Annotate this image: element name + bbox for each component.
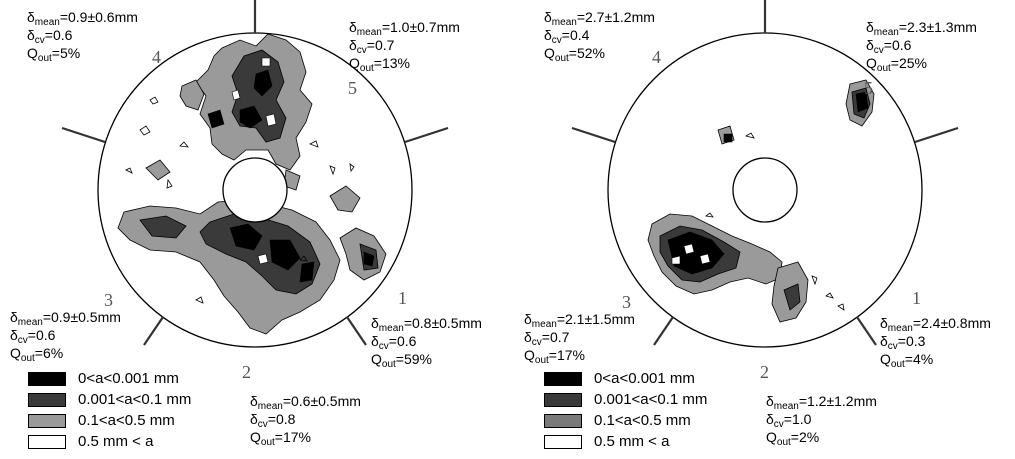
left-sector-number-2: 2: [242, 362, 251, 382]
right-annotation-sector-4: δmean=2.7±1.2mm δcv=0.4 Qout=52%: [544, 9, 655, 64]
right-sector-divider: [914, 126, 959, 144]
right-contour-black: [667, 91, 869, 275]
legend-swatch: [28, 435, 66, 449]
right-annotation-sector-2: δmean=1.2±1.2mm δcv=1.0 Qout=2%: [766, 393, 877, 448]
legend-swatch: [544, 414, 582, 428]
legend-swatch: [544, 393, 582, 407]
left-disk: [61, 0, 449, 348]
legend-swatch: [28, 414, 66, 428]
legend-swatch: [544, 435, 582, 449]
legend-label: 0.001<a<0.1 mm: [594, 391, 708, 408]
right-speckles: [704, 132, 845, 311]
right-sector-number-5: 5: [864, 78, 873, 98]
legend-label: 0.001<a<0.1 mm: [78, 391, 192, 408]
legend-label: 0<a<0.001 mm: [594, 370, 695, 387]
right-sector-divider: [571, 126, 616, 144]
right-sector-number-2: 2: [760, 362, 769, 382]
right-disk: [571, 0, 959, 348]
right-sector-divider: [653, 316, 674, 346]
left-sector-divider: [404, 126, 449, 144]
left-annotation-sector-1: δmean=0.8±0.5mm δcv=0.6 Qout=59%: [371, 315, 482, 370]
legend-label: 0.1<a<0.5 mm: [594, 412, 691, 429]
left-sector-number-3: 3: [104, 290, 113, 310]
legend-label: 0.5 mm < a: [594, 433, 670, 450]
left-sector-divider: [143, 316, 164, 346]
left-sector-divider: [346, 316, 367, 346]
left-contour-holes: [231, 57, 277, 265]
left-sector-number-5: 5: [348, 78, 357, 98]
left-annotation-sector-4: δmean=0.9±0.6mm δcv=0.6 Qout=5%: [27, 9, 138, 64]
legend-swatch: [28, 372, 66, 386]
right-sector-number-3: 3: [622, 292, 631, 312]
left-annotation-sector-2: δmean=0.6±0.5mm δcv=0.8 Qout=17%: [250, 393, 361, 448]
left-contour-black: [207, 69, 375, 283]
right-sector-number-4: 4: [652, 47, 661, 67]
left-sector-number-4: 4: [152, 47, 161, 67]
legend-swatch: [544, 372, 582, 386]
left-inner-circle: [222, 157, 288, 223]
right-annotation-sector-5: δmean=2.3±1.3mm δcv=0.6 Qout=25%: [866, 19, 977, 74]
left-annotation-sector-5: δmean=1.0±0.7mm δcv=0.7 Qout=13%: [349, 19, 460, 74]
right-annotation-sector-1: δmean=2.4±0.8mm δcv=0.3 Qout=4%: [880, 315, 991, 370]
right-contour-holes: [671, 243, 711, 265]
legend-label: 0.1<a<0.5 mm: [78, 412, 175, 429]
right-sector-divider: [856, 316, 877, 346]
left-sector-number-1: 1: [398, 288, 407, 308]
right-inner-circle: [732, 157, 798, 223]
legend-label: 0.5 mm < a: [78, 433, 154, 450]
left-speckles: [125, 96, 355, 304]
right-sector-number-1: 1: [912, 288, 921, 308]
left-annotation-sector-3: δmean=0.9±0.5mm δcv=0.6 Qout=6%: [10, 309, 121, 364]
legend-swatch: [28, 393, 66, 407]
right-annotation-sector-3: δmean=2.1±1.5mm δcv=0.7 Qout=17%: [524, 311, 635, 366]
legend-label: 0<a<0.001 mm: [78, 370, 179, 387]
left-sector-divider: [61, 126, 106, 144]
